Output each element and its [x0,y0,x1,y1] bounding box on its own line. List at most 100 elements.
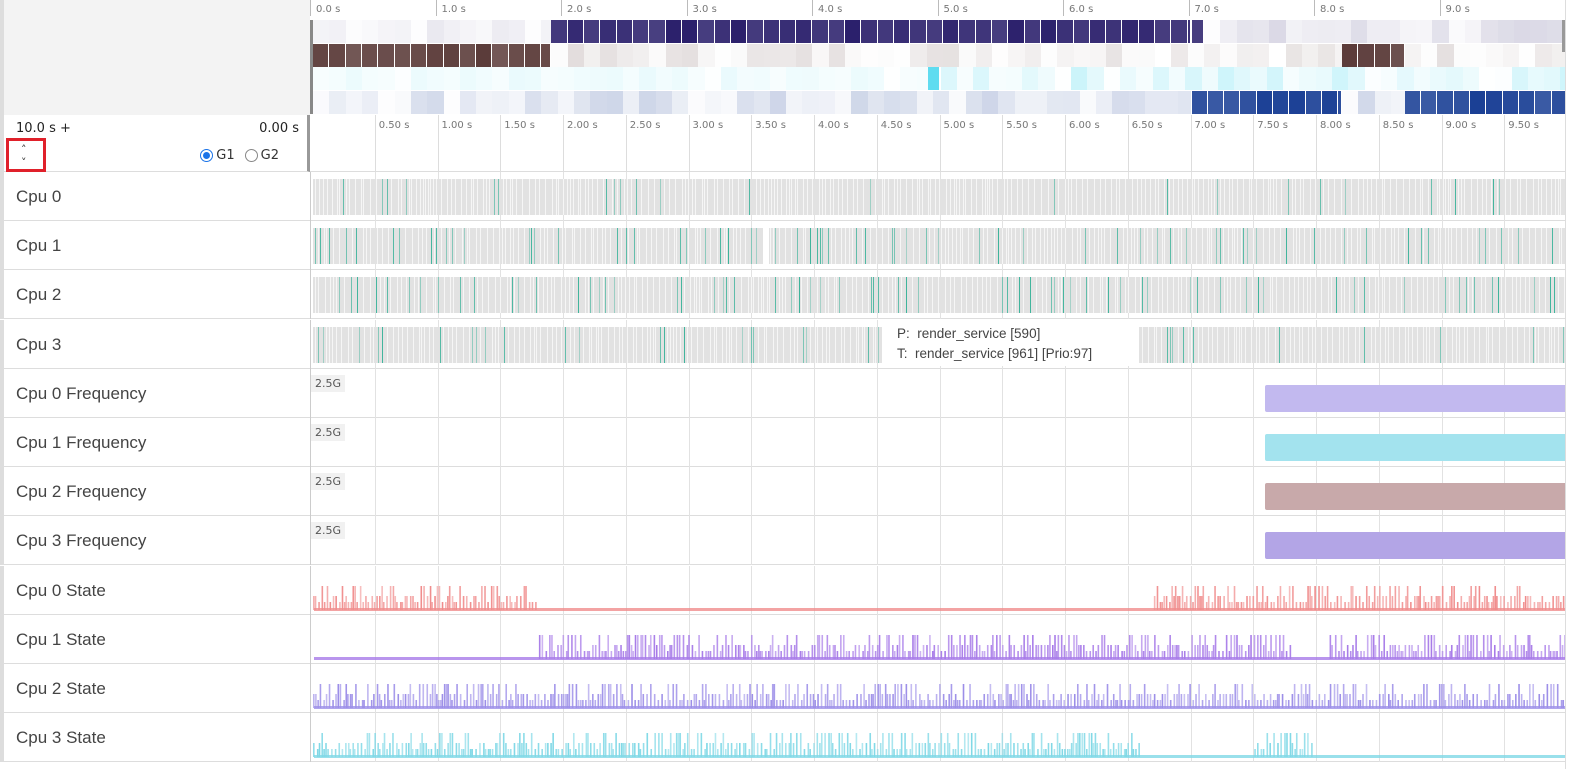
track-row[interactable]: Cpu 1 [0,221,1595,271]
cpu-slice[interactable] [1409,179,1411,215]
cpu-slice[interactable] [1341,277,1343,314]
cpu-slice[interactable] [950,277,952,314]
cpu-slice[interactable] [322,179,324,215]
cpu-slice[interactable] [1449,179,1451,215]
cpu-slice[interactable] [398,326,400,363]
cpu-slice[interactable] [532,277,534,314]
cpu-slice[interactable] [821,228,823,265]
cpu-slice[interactable] [435,277,437,314]
cpu-slice[interactable] [1466,326,1468,363]
cpu-slice[interactable] [1001,277,1003,314]
cpu-slice[interactable] [1344,179,1346,215]
cpu-slice[interactable] [1178,326,1180,363]
time-ruler[interactable]: 0.50 s 1.00 s 1.50 s 2.00 s 2.50 s 3.00 s 3.50… [310,115,1595,172]
cpu-slice[interactable] [603,277,605,314]
cpu-slice[interactable] [659,277,661,314]
cpu-slice[interactable] [1099,179,1101,215]
cpu-slice[interactable] [362,179,364,215]
cpu-slice[interactable] [588,326,590,363]
cpu-slice[interactable] [944,228,946,265]
cpu-slice[interactable] [1295,179,1297,215]
cpu-slice[interactable] [595,326,597,363]
cpu-slice[interactable] [412,326,414,363]
cpu-slice[interactable] [857,179,859,215]
cpu-slice[interactable] [696,228,698,265]
cpu-slice[interactable] [659,179,661,215]
cpu-slice[interactable] [696,326,698,363]
cpu-slice[interactable] [514,326,516,363]
track-label[interactable]: Cpu 3 Frequency [0,516,310,566]
cpu-slice[interactable] [452,228,454,265]
cpu-slice[interactable] [469,228,471,265]
cpu-slice[interactable] [558,228,560,265]
cpu-slice[interactable] [1207,179,1209,215]
cpu-slice[interactable] [450,277,452,314]
freq-bar[interactable] [1264,532,1565,560]
cpu-slice[interactable] [1071,228,1073,265]
cpu-slice[interactable] [318,326,320,363]
cpu-slice[interactable] [1267,179,1269,215]
cpu-slice[interactable] [805,228,807,265]
cpu-slice[interactable] [1516,179,1518,215]
cpu-slice[interactable] [369,277,371,314]
cpu-slice[interactable] [1555,179,1557,215]
cpu-slice[interactable] [1505,326,1507,363]
cpu-slice[interactable] [802,326,804,363]
cpu-slice[interactable] [906,179,908,215]
cpu-slice[interactable] [470,179,472,215]
cpu-slice[interactable] [711,277,713,314]
state-graph[interactable] [311,713,1565,762]
cpu-slice[interactable] [1214,179,1216,215]
cpu-slice[interactable] [1478,228,1480,265]
cpu-slice[interactable] [1476,228,1478,265]
cpu-slice[interactable] [1387,326,1389,363]
cpu-slice[interactable] [544,228,546,265]
cpu-slice[interactable] [1351,228,1353,265]
cpu-slice[interactable] [1241,228,1243,265]
cpu-slice[interactable] [619,179,621,215]
cpu-slice[interactable] [422,179,424,215]
cpu-slice[interactable] [1383,179,1385,215]
cpu-slice[interactable] [1511,228,1513,265]
cpu-slice[interactable] [442,326,444,363]
cpu-slice[interactable] [1103,228,1105,265]
cpu-slice[interactable] [1312,326,1314,363]
cpu-slice[interactable] [1449,277,1451,314]
cpu-slice[interactable] [1192,326,1194,363]
cpu-slice[interactable] [350,277,352,314]
cpu-slice[interactable] [762,228,764,265]
cpu-slice[interactable] [1493,179,1495,215]
cpu-slice[interactable] [752,277,754,314]
cpu-slice[interactable] [767,179,769,215]
cpu-slice[interactable] [918,277,920,314]
cpu-slice[interactable] [1223,228,1225,265]
cpu-slice[interactable] [1223,326,1225,363]
cpu-slice[interactable] [1193,179,1195,215]
cpu-slice[interactable] [1298,228,1300,265]
cpu-slice[interactable] [543,277,545,314]
cpu-slice[interactable] [875,228,877,265]
track-canvas[interactable] [310,664,1565,713]
track-canvas[interactable]: 2.5G [310,368,1565,418]
cpu-slice[interactable] [954,277,956,314]
cpu-slice[interactable] [1198,326,1200,363]
cpu-slice[interactable] [1428,326,1430,363]
cpu-slice[interactable] [1131,228,1133,265]
cpu-slice[interactable] [1563,277,1565,314]
cpu-slice[interactable] [607,326,609,363]
cpu-slice[interactable] [1243,228,1245,265]
cpu-slice[interactable] [1252,228,1254,265]
track-row[interactable]: Cpu 2 State [0,664,1595,713]
cpu-slice[interactable] [546,326,548,363]
cpu-slice[interactable] [1485,326,1487,363]
cpu-slice[interactable] [551,326,553,363]
cpu-slice[interactable] [420,277,422,314]
cpu-slice[interactable] [1436,179,1438,215]
cpu-slice[interactable] [812,179,814,215]
cpu-slice[interactable] [887,179,889,215]
cpu-slice[interactable] [1035,228,1037,265]
cpu-slice[interactable] [689,277,691,314]
cpu-slice[interactable] [1250,326,1252,363]
cpu-slice[interactable] [1480,277,1482,314]
cpu-slice[interactable] [1544,326,1546,363]
